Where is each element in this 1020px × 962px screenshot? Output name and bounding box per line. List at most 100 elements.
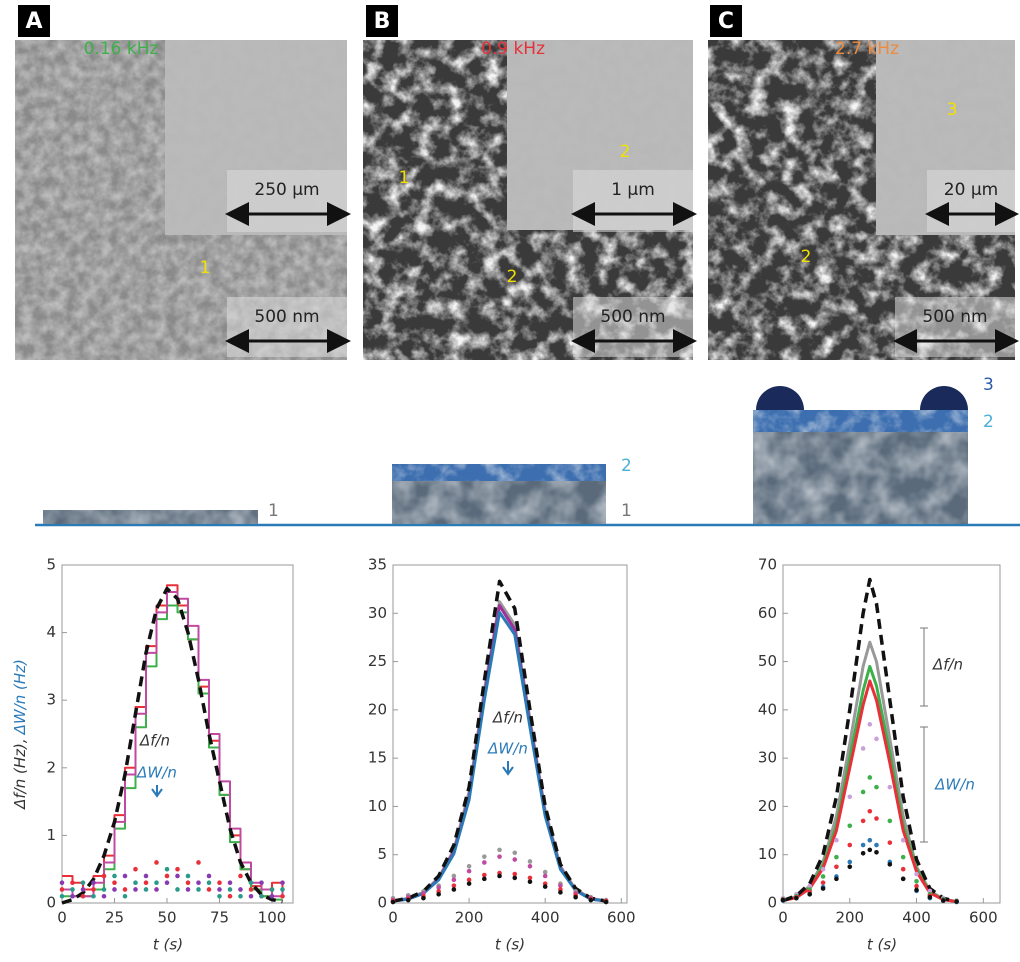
data-point xyxy=(466,877,472,883)
data-point xyxy=(807,892,813,897)
data-point xyxy=(217,880,222,886)
droplet xyxy=(920,386,968,410)
data-point xyxy=(482,876,487,882)
bracket xyxy=(920,627,928,707)
y-tick-label: 30 xyxy=(368,604,387,622)
data-point xyxy=(248,880,254,886)
y-axis-label-part: ΔW/n (Hz) xyxy=(11,659,29,735)
series-line xyxy=(782,679,957,904)
y-tick-label: 0 xyxy=(377,894,387,912)
data-point xyxy=(780,897,786,903)
data-point xyxy=(59,880,65,886)
scale-bar-label: 500 nm xyxy=(922,307,987,327)
data-point xyxy=(847,859,853,865)
data-point xyxy=(91,893,96,899)
droplet xyxy=(756,386,804,410)
data-point xyxy=(874,784,879,790)
data-point xyxy=(238,873,243,879)
annotation: ΔW/n xyxy=(136,764,177,782)
data-point xyxy=(91,887,96,892)
data-point xyxy=(259,893,264,899)
y-tick-label: 40 xyxy=(758,700,777,718)
annotation-arrow xyxy=(502,761,514,776)
layer-label: 1 xyxy=(621,501,632,521)
data-point xyxy=(807,883,813,889)
data-point xyxy=(112,887,117,892)
x-tick-label: 0 xyxy=(778,909,788,927)
panel-label-box xyxy=(18,5,50,37)
layer-label: 1 xyxy=(268,501,279,521)
scale-bar-label: 500 nm xyxy=(600,307,665,327)
y-tick-label: 30 xyxy=(758,749,777,767)
panel-label: B xyxy=(374,9,391,34)
data-point xyxy=(70,893,75,899)
y-axis-label: Δf/n (Hz), ΔW/n (Hz) xyxy=(11,659,29,810)
data-point xyxy=(794,895,799,901)
scale-bar-label: 1 μm xyxy=(611,180,655,200)
data-point xyxy=(542,869,548,875)
y-tick-label: 3 xyxy=(46,691,56,709)
data-point xyxy=(887,840,893,845)
data-point xyxy=(80,893,86,899)
region-marker: 1 xyxy=(399,168,410,188)
data-point xyxy=(900,866,906,872)
layer-label: 3 xyxy=(983,375,994,395)
data-point xyxy=(421,895,426,901)
data-point xyxy=(834,876,839,882)
data-point xyxy=(59,893,65,899)
data-point xyxy=(269,887,275,892)
plot-frame xyxy=(61,564,294,904)
x-tick-label: 100 xyxy=(258,909,287,927)
panel-label-box xyxy=(710,5,742,37)
data-point xyxy=(112,880,117,886)
x-tick-label: 25 xyxy=(105,909,124,927)
data-point xyxy=(954,899,959,904)
data-point xyxy=(405,897,411,903)
data-point xyxy=(874,736,879,742)
y-tick-label: 0 xyxy=(46,894,56,912)
region-marker: 2 xyxy=(620,142,631,162)
data-point xyxy=(70,880,75,886)
y-tick-label: 35 xyxy=(368,556,387,574)
frequency-label: 0.16 kHz xyxy=(84,39,159,59)
data-point xyxy=(451,873,457,879)
panel-label: A xyxy=(25,9,42,34)
y-tick-label: 10 xyxy=(368,797,387,815)
data-point xyxy=(914,883,919,889)
data-point xyxy=(227,880,233,886)
data-point xyxy=(834,837,839,843)
series-line xyxy=(392,610,607,903)
x-axis-label: t (s) xyxy=(867,936,897,954)
data-point xyxy=(143,873,149,879)
data-point xyxy=(227,887,233,892)
data-point xyxy=(900,837,906,843)
data-point xyxy=(573,894,578,900)
y-tick-label: 5 xyxy=(46,556,56,574)
data-point xyxy=(927,894,933,900)
data-point xyxy=(175,873,180,879)
data-point xyxy=(527,875,533,881)
data-point xyxy=(867,775,873,780)
data-point xyxy=(175,866,180,872)
annotation-arrow xyxy=(151,785,163,798)
x-tick-label: 0 xyxy=(388,909,398,927)
y-tick-label: 60 xyxy=(758,604,777,622)
data-point xyxy=(280,887,285,892)
series-line xyxy=(62,591,284,898)
film-texture xyxy=(392,464,606,481)
data-point xyxy=(847,864,853,870)
x-tick-label: 600 xyxy=(607,909,636,927)
data-point xyxy=(900,854,906,860)
data-point xyxy=(196,887,201,892)
data-point xyxy=(91,880,96,886)
y-tick-label: 20 xyxy=(758,797,777,815)
data-point xyxy=(867,722,873,727)
x-axis-label: t (s) xyxy=(153,936,183,954)
data-point xyxy=(527,879,533,885)
data-point xyxy=(527,859,533,864)
data-point xyxy=(820,874,826,879)
data-point xyxy=(887,862,893,867)
data-point xyxy=(185,873,191,879)
data-point xyxy=(238,887,243,892)
data-point xyxy=(143,880,149,886)
